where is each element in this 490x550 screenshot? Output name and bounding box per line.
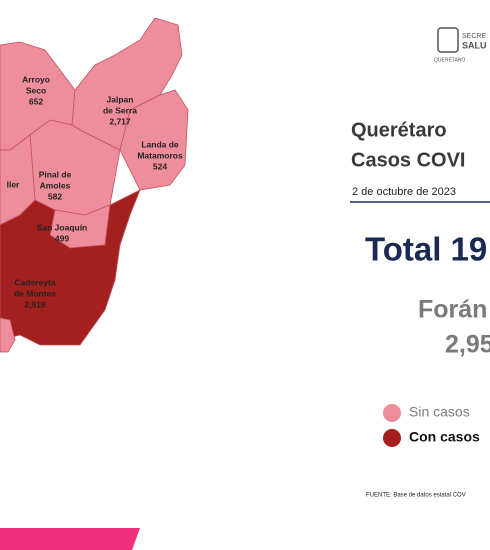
municipality-name: de Montes	[14, 288, 56, 298]
legend-label: Sin casos	[409, 404, 470, 420]
municipality-cases: 652	[29, 96, 43, 106]
source: FUENTE: Base de datos estatal COV	[366, 493, 466, 499]
municipality-cases: 582	[48, 191, 62, 201]
legend-swatch	[383, 404, 401, 422]
map	[0, 17, 189, 353]
legend-swatch	[383, 429, 401, 447]
logo-emblem	[437, 27, 459, 53]
legend: Sin casos Con casos	[383, 404, 480, 447]
cadereyta	[0, 189, 141, 346]
logo-text: SALU	[462, 40, 487, 50]
municipality-name: San Joaquín	[37, 222, 88, 232]
municipality-name: Pinal de	[39, 169, 72, 179]
municipality-name: Landa de	[141, 139, 179, 149]
foraneos-value: 2,95	[445, 331, 490, 359]
legend-label: Con casos	[409, 429, 480, 445]
title: Querétaro	[351, 119, 447, 141]
logo-text: QUERÉTARO	[434, 56, 465, 63]
municipality-cases: 524	[153, 161, 167, 171]
municipality-cases: 2,717	[109, 116, 131, 126]
south-region	[0, 317, 16, 353]
footer-bar	[0, 528, 140, 550]
municipality-name: de Serra	[103, 105, 137, 115]
foraneos-label: Forán	[418, 296, 487, 324]
municipality-name: ller	[7, 179, 20, 189]
logo: SECRE SALU QUERÉTARO	[434, 27, 487, 63]
title: Casos COVI	[351, 149, 465, 171]
municipality-name: Jalpan	[107, 94, 134, 104]
municipality-name: Matamoros	[137, 150, 183, 160]
landa	[119, 89, 189, 191]
municipality-name: Seco	[26, 85, 46, 95]
date: 2 de octubre de 2023	[352, 186, 456, 198]
logo-text: SECRE	[462, 33, 486, 40]
municipality-cases: 499	[55, 233, 69, 243]
municipality-cases: 2,919	[24, 299, 46, 309]
municipality-name: Amoles	[40, 180, 71, 190]
total: Total 19	[365, 231, 487, 268]
municipality-name: Arroyo	[22, 74, 50, 84]
municipality-name: Cadereyta	[14, 277, 55, 287]
